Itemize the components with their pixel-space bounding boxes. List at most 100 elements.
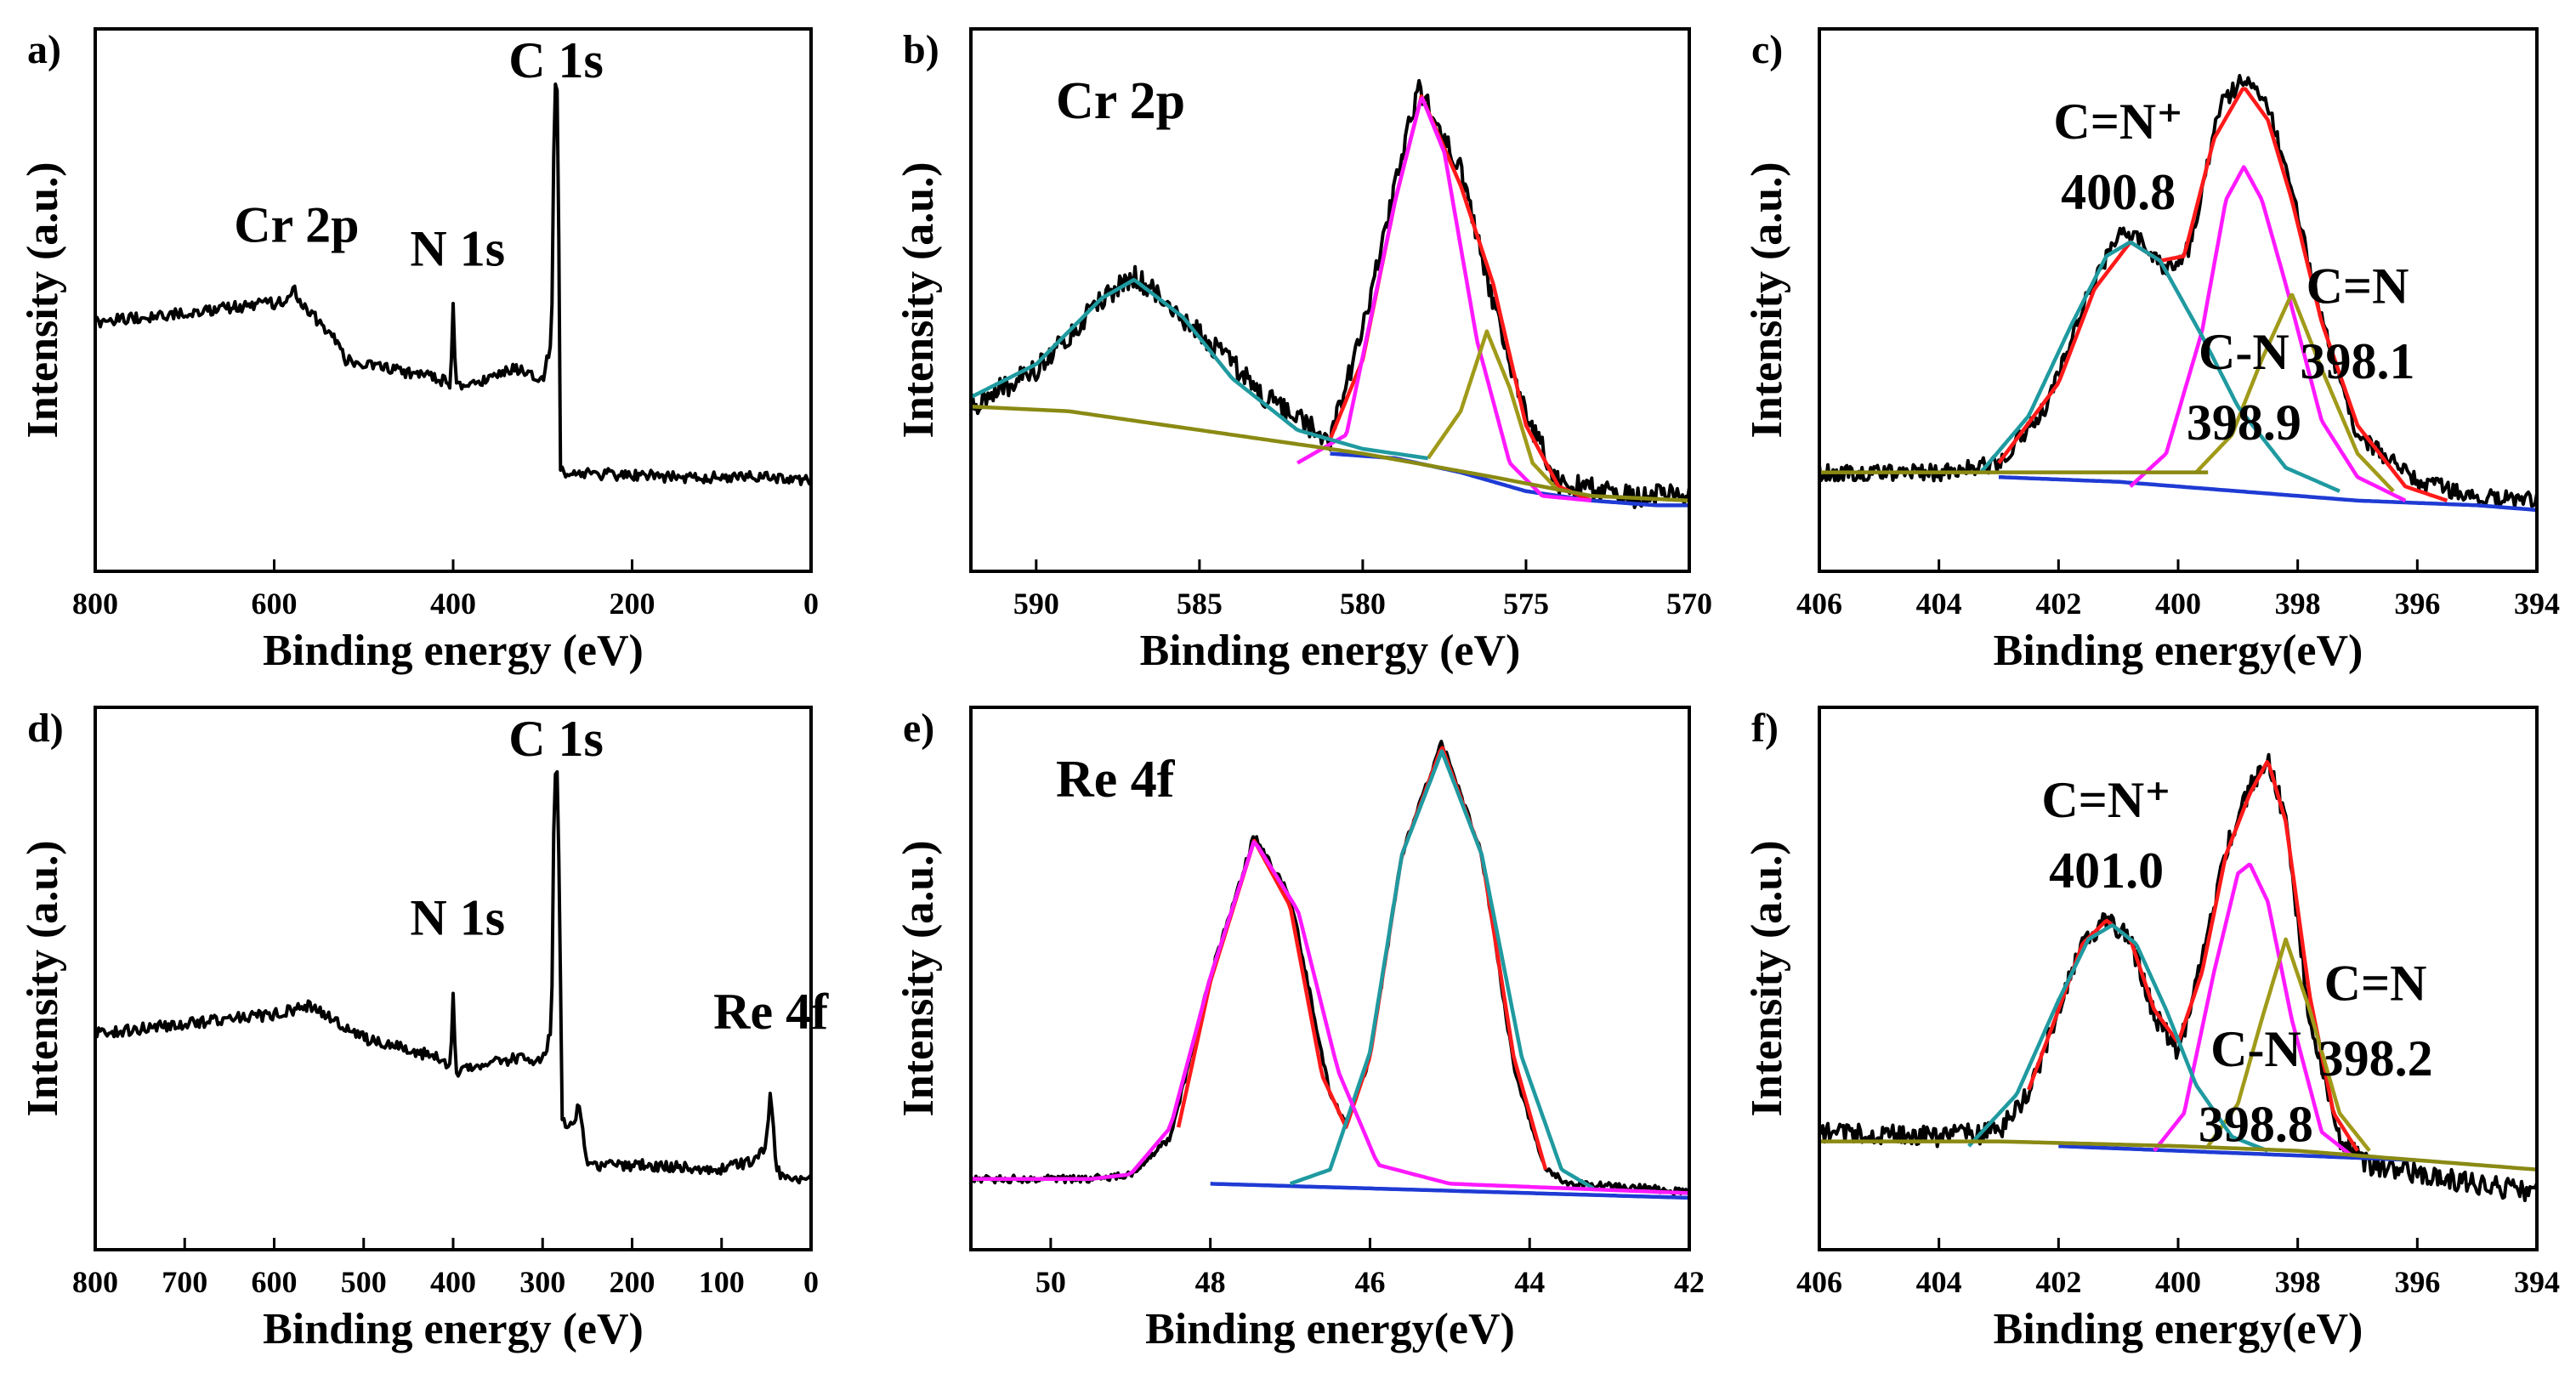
x-tick-label: 300 bbox=[519, 1265, 565, 1299]
series-cr-satellite-peak bbox=[1426, 329, 1561, 493]
x-tick-label: 100 bbox=[699, 1265, 745, 1299]
x-tick-label: 580 bbox=[1340, 587, 1386, 621]
x-tick-label: 404 bbox=[1916, 1265, 1962, 1299]
peak-annotation: C=N bbox=[2324, 956, 2427, 1012]
peak-annotation: Re 4f bbox=[713, 984, 829, 1040]
series-cr-2p3-2-peak bbox=[1296, 96, 1592, 503]
x-axis-label: Binding energy (eV) bbox=[263, 1305, 644, 1353]
panel-label: f) bbox=[1751, 706, 1779, 751]
series-re-4f7-2-peak bbox=[1289, 749, 1595, 1190]
x-tick-label: 396 bbox=[2394, 1265, 2440, 1299]
panel-1: 800 600 400 200 0 Binding energy (eV) Intensit… bbox=[19, 27, 819, 675]
x-tick-label: 600 bbox=[252, 1265, 298, 1299]
y-axis-label: Intensity (a.u.) bbox=[1743, 162, 1791, 438]
x-tick-label: 48 bbox=[1195, 1265, 1226, 1299]
x-tick-label: 600 bbox=[252, 587, 298, 621]
x-tick-label: 406 bbox=[1796, 587, 1842, 621]
peak-annotation: C=N⁺ bbox=[2041, 772, 2171, 828]
series-raw-data bbox=[1819, 752, 2537, 1202]
x-tick-label: 394 bbox=[2514, 587, 2560, 621]
peak-annotation: 398.2 bbox=[2318, 1030, 2433, 1086]
x-tick-label: 50 bbox=[1036, 1265, 1066, 1299]
y-axis-label: Intensity (a.u.) bbox=[19, 840, 67, 1116]
series-background bbox=[1998, 474, 2537, 513]
x-tick-label: 800 bbox=[72, 587, 118, 621]
series-fit-envelope bbox=[1997, 87, 2448, 502]
plot-frame bbox=[1818, 706, 2539, 1251]
x-tick-label: 402 bbox=[2035, 587, 2081, 621]
series-c-n-peak bbox=[2153, 862, 2353, 1157]
panel-label: d) bbox=[27, 706, 64, 751]
x-tick-label: 406 bbox=[1796, 1265, 1842, 1299]
peak-annotation: N 1s bbox=[410, 889, 505, 945]
series-background bbox=[2058, 1143, 2418, 1162]
plot-frame bbox=[969, 706, 1691, 1251]
x-tick-label: 700 bbox=[162, 1265, 207, 1299]
series-background bbox=[1210, 1182, 1689, 1200]
x-tick-label: 585 bbox=[1177, 587, 1223, 621]
series-fit-envelope bbox=[1176, 746, 1548, 1171]
panel-4: 800 700 600 500 400 300 200 100 0 Binding energy … bbox=[19, 706, 829, 1353]
x-tick-label: 394 bbox=[2514, 1265, 2560, 1299]
y-axis-label: Intensity (a.u.) bbox=[894, 840, 943, 1116]
x-axis-label: Binding energy (eV) bbox=[263, 627, 644, 675]
y-axis-label: Intensity (a.u.) bbox=[19, 162, 67, 438]
panel-title: Re 4f bbox=[1056, 751, 1176, 808]
x-tick-label: 46 bbox=[1354, 1265, 1385, 1299]
x-tick-label: 575 bbox=[1503, 587, 1549, 621]
panel-label: e) bbox=[903, 706, 934, 751]
peak-annotation: 400.8 bbox=[2061, 164, 2176, 220]
series-c-n-peak bbox=[2206, 937, 2371, 1153]
series-raw-data bbox=[971, 740, 1689, 1196]
x-tick-label: 200 bbox=[610, 1265, 655, 1299]
x-tick-label: 400 bbox=[430, 587, 476, 621]
panel-label: a) bbox=[27, 27, 61, 72]
panel-label: b) bbox=[903, 27, 939, 72]
peak-annotation: C-N bbox=[2210, 1021, 2301, 1077]
x-axis-label: Binding energy(eV) bbox=[1145, 1305, 1515, 1353]
peak-annotation: 398.8 bbox=[2199, 1097, 2313, 1153]
plot-frame bbox=[969, 27, 1691, 573]
peak-annotation: C 1s bbox=[508, 711, 604, 767]
x-tick-label: 500 bbox=[341, 1265, 387, 1299]
y-axis-label: Intensity (a.u.) bbox=[1743, 840, 1791, 1116]
peak-annotation: C-N bbox=[2199, 324, 2289, 380]
panel-2: 590 585 580 575 570 Binding energy (eV) Intens… bbox=[894, 27, 1712, 675]
x-tick-label: 404 bbox=[1916, 587, 1962, 621]
peak-annotation: C=N⁺ bbox=[2053, 94, 2183, 150]
x-tick-label: 402 bbox=[2035, 1265, 2081, 1299]
x-tick-label: 396 bbox=[2394, 587, 2440, 621]
peak-annotation: C=N bbox=[2306, 258, 2409, 315]
peak-annotation: C 1s bbox=[508, 32, 604, 88]
x-axis-label: Binding energy(eV) bbox=[1994, 1305, 2363, 1353]
x-tick-label: 400 bbox=[2155, 1265, 2201, 1299]
x-tick-label: 0 bbox=[803, 587, 819, 621]
x-tick-label: 590 bbox=[1013, 587, 1059, 621]
x-tick-label: 42 bbox=[1674, 1265, 1705, 1299]
peak-annotation: 401.0 bbox=[2049, 843, 2164, 899]
plot-frame bbox=[94, 27, 813, 573]
x-tick-label: 398 bbox=[2275, 1265, 2321, 1299]
panel-title: Cr 2p bbox=[1056, 72, 1185, 130]
series-c-n-peak bbox=[1979, 240, 2341, 493]
panel-6: 406 404 402 400 398 396 394 Binding energy(eV) I… bbox=[1743, 706, 2560, 1353]
x-axis-label: Binding energy(eV) bbox=[1994, 627, 2363, 675]
y-axis-label: Intensity (a.u.) bbox=[894, 162, 943, 438]
x-axis-label: Binding energy (eV) bbox=[1140, 627, 1521, 675]
panel-label: c) bbox=[1751, 27, 1783, 72]
series-fit-envelope bbox=[2027, 760, 2359, 1152]
series-re-4f5-2-peak bbox=[971, 840, 1689, 1195]
series-baseline bbox=[1819, 1139, 2537, 1172]
x-tick-label: 570 bbox=[1666, 587, 1712, 621]
peak-annotation: 398.9 bbox=[2187, 394, 2301, 451]
series-cr-2p1-2-peak bbox=[971, 277, 1428, 461]
x-tick-label: 0 bbox=[803, 1265, 819, 1299]
peak-annotation: 398.1 bbox=[2301, 333, 2415, 389]
series-baseline bbox=[971, 404, 1689, 503]
panel-5: 50 48 46 44 42 Binding energy(eV) Intensity (a… bbox=[894, 706, 1705, 1353]
x-tick-label: 800 bbox=[72, 1265, 118, 1299]
panel-3: 406 404 402 400 398 396 394 Binding energy(eV) I… bbox=[1743, 27, 2560, 675]
series-c-n-peak bbox=[2129, 165, 2407, 502]
x-tick-label: 44 bbox=[1514, 1265, 1545, 1299]
